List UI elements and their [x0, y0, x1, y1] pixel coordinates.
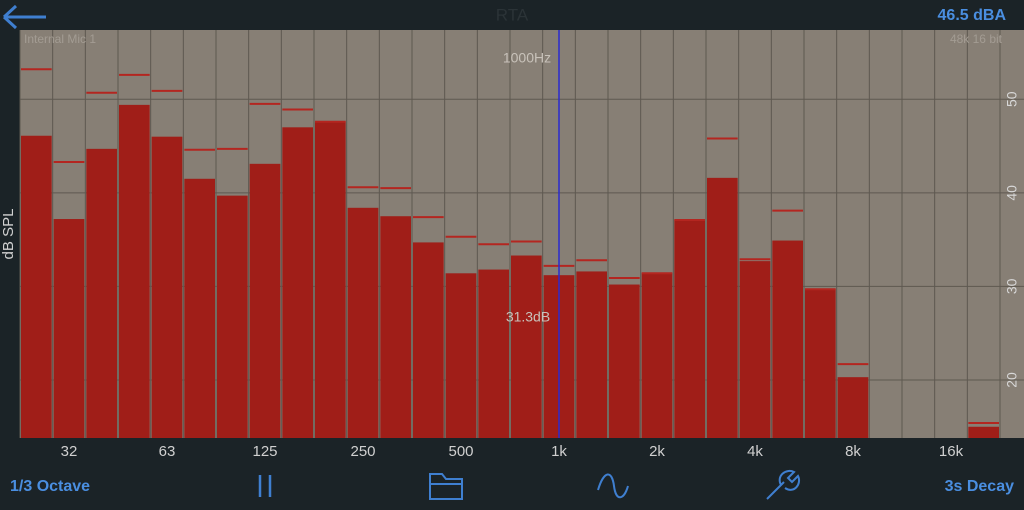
bar — [184, 178, 215, 438]
bar — [21, 135, 52, 439]
x-tick-label: 125 — [252, 443, 277, 460]
x-tick-label: 2k — [649, 443, 665, 460]
bar — [119, 104, 150, 438]
folder-button[interactable] — [429, 473, 463, 500]
input-label: Internal Mic 1 — [24, 32, 96, 46]
bar — [445, 273, 477, 438]
bar — [380, 216, 411, 438]
bar — [315, 121, 346, 438]
bar — [249, 163, 281, 438]
pause-button[interactable] — [258, 475, 272, 497]
bar — [739, 261, 771, 438]
bar — [805, 289, 836, 438]
resolution-button[interactable]: 1/3 Octave — [10, 478, 90, 495]
x-tick-label: 32 — [61, 443, 78, 460]
bar — [217, 195, 248, 438]
bar — [53, 219, 85, 438]
bar — [609, 284, 640, 438]
x-tick-label: 500 — [448, 443, 473, 460]
bar — [837, 377, 869, 438]
back-button[interactable] — [2, 4, 46, 30]
x-tick-label: 16k — [939, 443, 964, 460]
bar — [86, 148, 117, 438]
bar — [413, 242, 444, 438]
level-readout: 46.5 dBA — [938, 7, 1007, 24]
y-tick-label: 20 — [1004, 372, 1020, 388]
bar — [347, 207, 379, 438]
bar — [478, 269, 509, 438]
x-tick-label: 8k — [845, 443, 861, 460]
cursor-level: 31.3dB — [506, 309, 550, 325]
cursor-frequency: 1000Hz — [503, 50, 551, 66]
y-tick-label: 30 — [1004, 278, 1020, 294]
bar — [641, 273, 673, 438]
screen-title: RTA — [496, 5, 529, 24]
bar — [151, 136, 183, 438]
bar — [968, 426, 999, 438]
bar — [282, 127, 313, 438]
decay-button[interactable]: 3s Decay — [945, 478, 1014, 495]
x-tick-label: 1k — [551, 443, 567, 460]
y-tick-label: 50 — [1004, 91, 1020, 107]
y-axis-label: dB SPL — [0, 209, 17, 260]
x-tick-label: 63 — [159, 443, 176, 460]
y-tick-label: 40 — [1004, 185, 1020, 201]
x-tick-label: 250 — [350, 443, 375, 460]
bar — [511, 255, 542, 438]
wave-button[interactable] — [597, 473, 629, 499]
format-label: 48k 16 bit — [950, 32, 1003, 46]
bar — [674, 219, 705, 438]
plot: 20 30 40 50 — [19, 30, 1024, 439]
bar — [707, 177, 738, 438]
settings-button[interactable] — [766, 470, 800, 500]
bar — [576, 271, 607, 438]
bar — [772, 240, 803, 438]
x-tick-label: 4k — [747, 443, 763, 460]
